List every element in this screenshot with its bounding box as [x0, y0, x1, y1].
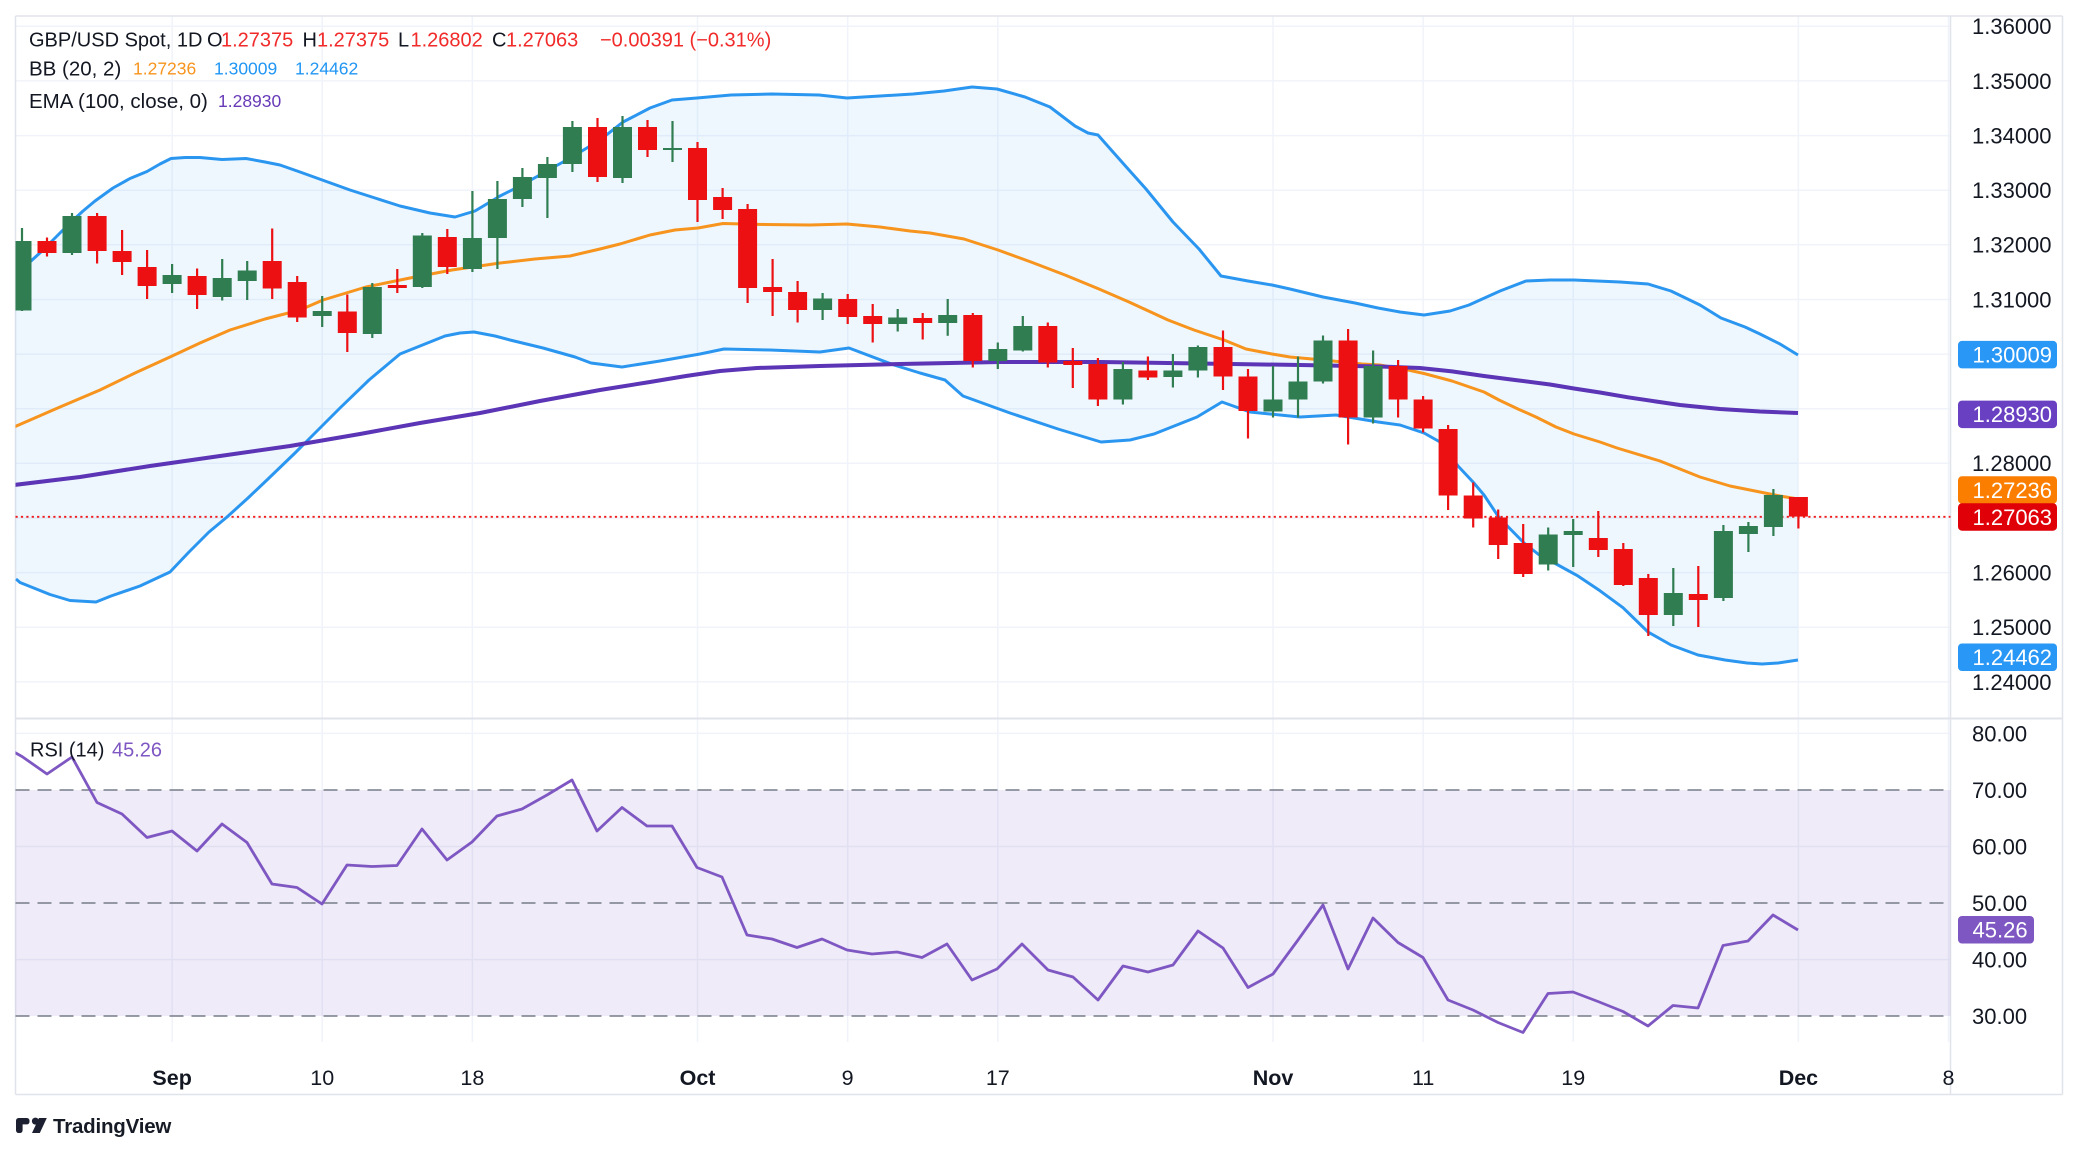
svg-text:L: L: [398, 30, 409, 52]
svg-text:1.27063: 1.27063: [506, 30, 578, 52]
svg-text:GBP/USD Spot, 1D: GBP/USD Spot, 1D: [29, 30, 202, 52]
svg-text:70.00: 70.00: [1972, 778, 2027, 803]
svg-text:1.27063: 1.27063: [1973, 505, 2053, 530]
svg-text:1.24462: 1.24462: [1973, 645, 2053, 670]
svg-text:C: C: [492, 30, 506, 52]
svg-text:9: 9: [842, 1066, 854, 1090]
svg-text:1.36000: 1.36000: [1972, 14, 2052, 39]
svg-text:1.27375: 1.27375: [317, 30, 389, 52]
svg-text:1.34000: 1.34000: [1972, 124, 2052, 149]
svg-text:40.00: 40.00: [1972, 948, 2027, 973]
svg-text:50.00: 50.00: [1972, 891, 2027, 916]
svg-text:1.30009: 1.30009: [1973, 343, 2053, 368]
svg-text:RSI (14): RSI (14): [30, 740, 104, 762]
svg-text:1.31000: 1.31000: [1972, 287, 2052, 312]
svg-text:11: 11: [1412, 1066, 1434, 1090]
svg-text:1.24462: 1.24462: [295, 59, 358, 79]
svg-text:1.33000: 1.33000: [1972, 178, 2052, 203]
svg-text:BB (20, 2): BB (20, 2): [29, 58, 121, 81]
svg-text:19: 19: [1561, 1066, 1585, 1090]
svg-text:−0.00391 (−0.31%): −0.00391 (−0.31%): [600, 30, 771, 52]
svg-text:1.27236: 1.27236: [133, 59, 196, 79]
svg-text:1.27375: 1.27375: [221, 30, 293, 52]
svg-text:TradingView: TradingView: [53, 1115, 171, 1138]
svg-text:1.27236: 1.27236: [1973, 478, 2053, 503]
svg-text:1.30009: 1.30009: [214, 59, 277, 79]
svg-text:10: 10: [310, 1066, 334, 1090]
svg-text:30.00: 30.00: [1972, 1004, 2027, 1029]
svg-text:1.28930: 1.28930: [218, 91, 282, 111]
svg-text:EMA (100, close, 0): EMA (100, close, 0): [29, 90, 208, 113]
svg-text:1.25000: 1.25000: [1972, 615, 2052, 640]
svg-text:H: H: [303, 30, 317, 52]
svg-text:Oct: Oct: [680, 1066, 716, 1090]
svg-text:45.26: 45.26: [1973, 918, 2028, 943]
svg-text:1.35000: 1.35000: [1972, 69, 2052, 94]
svg-text:8: 8: [1943, 1066, 1955, 1090]
svg-text:1.28930: 1.28930: [1973, 402, 2053, 427]
svg-text:18: 18: [460, 1066, 484, 1090]
svg-text:17: 17: [986, 1066, 1010, 1090]
svg-text:60.00: 60.00: [1972, 834, 2027, 859]
svg-text:Dec: Dec: [1779, 1066, 1818, 1090]
svg-text:Nov: Nov: [1253, 1066, 1294, 1090]
svg-text:1.26000: 1.26000: [1972, 561, 2052, 586]
svg-text:80.00: 80.00: [1972, 721, 2027, 746]
svg-text:1.24000: 1.24000: [1972, 670, 2052, 695]
svg-text:1.32000: 1.32000: [1972, 233, 2052, 258]
svg-text:45.26: 45.26: [112, 740, 162, 762]
svg-text:1.26802: 1.26802: [411, 30, 483, 52]
svg-text:O: O: [207, 30, 223, 52]
svg-text:1.28000: 1.28000: [1972, 451, 2052, 476]
svg-text:Sep: Sep: [152, 1066, 191, 1090]
